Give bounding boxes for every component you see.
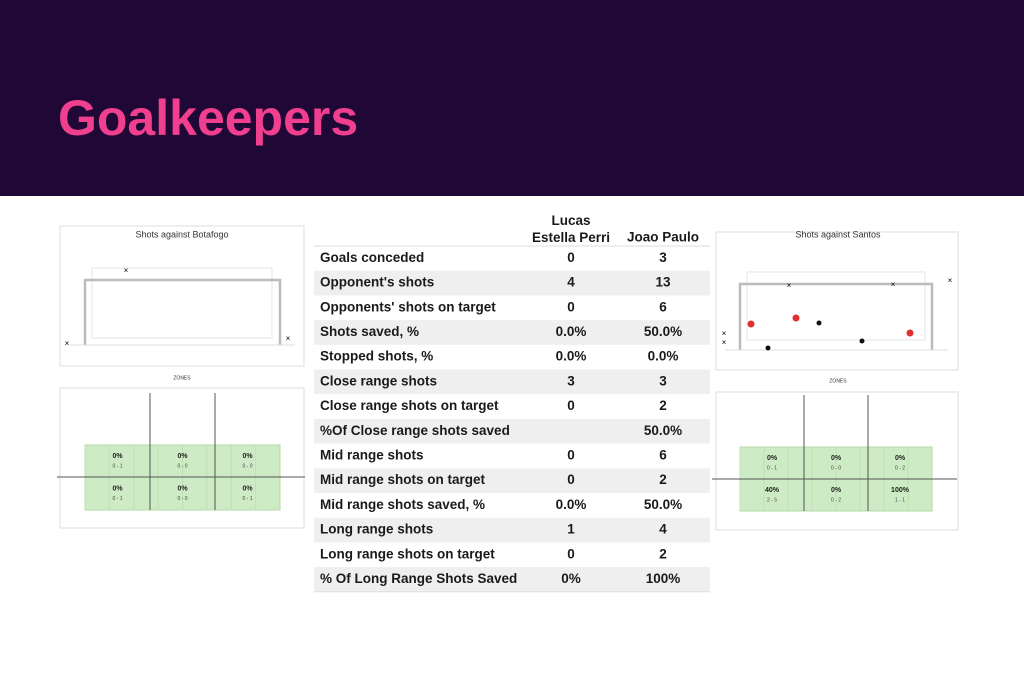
row-value: 0 [567, 250, 575, 265]
row-bg [314, 567, 710, 592]
zone-count: 0 - 0 [831, 465, 841, 471]
row-value: 1 [567, 522, 575, 537]
zone-count: 0 - 1 [767, 465, 777, 471]
row-value: 4 [567, 275, 575, 290]
svg-text:×: × [948, 276, 953, 285]
row-value: 0 [567, 299, 575, 314]
zone-pct: 0% [767, 455, 778, 462]
row-value: 0.0% [556, 497, 587, 512]
zone-count: 0 - 1 [242, 496, 252, 502]
row-label: %Of Close range shots saved [320, 423, 510, 438]
row-value: 3 [659, 250, 667, 265]
zone-count: 0 - 2 [831, 497, 841, 503]
row-value: 6 [659, 299, 667, 314]
row-value: 0.0% [556, 349, 587, 364]
zone-pct: 0% [831, 455, 842, 462]
row-value: 0.0% [648, 349, 679, 364]
row-label: Long range shots on target [320, 546, 495, 561]
panel-title: Shots against Botafogo [135, 229, 228, 239]
zone-count: 0 - 0 [177, 496, 187, 502]
row-value: 2 [659, 472, 667, 487]
zone-pct: 40% [765, 487, 780, 494]
zone-pct: 0% [242, 453, 253, 460]
page-title: Goalkeepers [58, 90, 358, 146]
shots-panel [59, 225, 305, 367]
row-label: Goals conceded [320, 250, 424, 265]
row-label: % Of Long Range Shots Saved [320, 571, 517, 586]
column-header: Lucas Estella Perri [532, 213, 610, 245]
row-label: Close range shots [320, 373, 437, 388]
svg-text:×: × [286, 334, 291, 343]
row-label: Close range shots on target [320, 398, 499, 413]
zone-count: 0 - 0 [177, 463, 187, 469]
zones-label: ZONES [173, 375, 191, 381]
header-band [0, 0, 1024, 196]
panel-title: Shots against Santos [795, 229, 881, 239]
zone-pct: 0% [177, 453, 188, 460]
zone-pct: 0% [242, 485, 253, 492]
zone-count: 0 - 1 [112, 496, 122, 502]
row-bg [314, 369, 710, 395]
zone-pct: 0% [831, 487, 842, 494]
row-value: 0.0% [556, 324, 587, 339]
svg-text:×: × [787, 281, 792, 290]
zone-count: 0 - 0 [242, 463, 252, 469]
row-value: 2 [659, 546, 667, 561]
column-header: Joao Paulo [627, 230, 699, 245]
row-bg [314, 468, 710, 493]
shots-panel [715, 231, 959, 371]
row-value: 50.0% [644, 423, 682, 438]
row-value: 4 [659, 522, 667, 537]
row-label: Mid range shots saved, % [320, 497, 485, 512]
row-label: Stopped shots, % [320, 349, 433, 364]
row-value: 0 [567, 448, 575, 463]
goal: × × × [65, 266, 295, 348]
row-value: 3 [567, 373, 575, 388]
zone-pct: 0% [112, 453, 123, 460]
row-value: 0 [567, 472, 575, 487]
row-bg [314, 270, 710, 296]
row-value: 0 [567, 546, 575, 561]
zone-pct: 0% [177, 485, 188, 492]
svg-text:×: × [722, 329, 727, 338]
row-value: 13 [655, 275, 671, 290]
zone-count: 0 - 2 [895, 465, 905, 471]
goal: × × × × × [722, 271, 953, 351]
zone-pct: 0% [895, 455, 906, 462]
zone-count: 0 - 1 [112, 463, 122, 469]
row-value: 50.0% [644, 497, 682, 512]
row-value: 6 [659, 448, 667, 463]
row-label: Opponents' shots on target [320, 299, 496, 314]
row-value: 0% [561, 571, 581, 586]
row-value: 50.0% [644, 324, 682, 339]
row-value: 3 [659, 373, 667, 388]
row-bg [314, 517, 710, 543]
row-label: Long range shots [320, 522, 433, 537]
svg-text:×: × [891, 280, 896, 289]
zone-pct: 0% [112, 485, 123, 492]
svg-text:×: × [65, 339, 70, 348]
row-value: 100% [646, 571, 681, 586]
zones-label: ZONES [829, 378, 847, 384]
row-label: Opponent's shots [320, 275, 434, 290]
row-label: Mid range shots on target [320, 472, 486, 487]
row-bg [314, 418, 710, 444]
zone-count: 1 - 1 [895, 497, 905, 503]
zone-pct: 100% [891, 487, 910, 494]
row-bg [314, 320, 710, 345]
row-label: Mid range shots [320, 448, 424, 463]
zone-count: 2 - 5 [767, 497, 777, 503]
row-label: Shots saved, % [320, 324, 419, 339]
row-value: 0 [567, 398, 575, 413]
svg-text:×: × [722, 338, 727, 347]
svg-text:×: × [124, 266, 129, 275]
row-value: 2 [659, 398, 667, 413]
